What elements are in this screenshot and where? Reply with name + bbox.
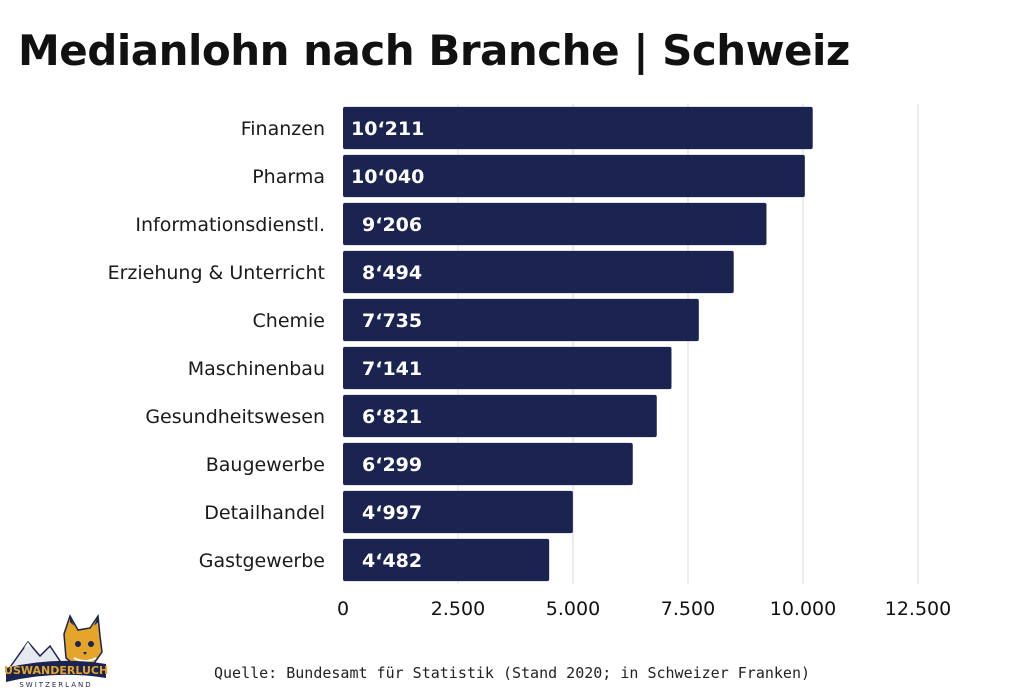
source-note: Quelle: Bundesamt für Statistik (Stand 2… xyxy=(213,664,811,682)
bar xyxy=(343,346,672,390)
data-label: 8‘494 xyxy=(362,262,422,284)
bar xyxy=(343,490,573,534)
category-label: Informationsdienstl. xyxy=(135,214,325,236)
data-label: 9‘206 xyxy=(362,214,422,236)
bar xyxy=(343,106,813,150)
bar xyxy=(343,298,699,342)
x-tick-label: 10.000 xyxy=(770,598,836,620)
bar xyxy=(343,202,767,246)
data-label: 10‘040 xyxy=(351,166,424,188)
category-label: Pharma xyxy=(252,166,325,188)
x-axis-ticks: 0 2.500 5.000 7.500 10.000 12.500 xyxy=(337,598,951,620)
data-label: 6‘299 xyxy=(362,454,422,476)
bar xyxy=(343,154,805,198)
category-labels: Finanzen Pharma Informationsdienstl. Erzieh… xyxy=(108,118,325,572)
category-label: Detailhandel xyxy=(204,502,325,524)
bars xyxy=(343,106,813,582)
logo-subtext: SWITZERLAND xyxy=(19,681,92,689)
data-label: 10‘211 xyxy=(351,118,424,140)
value-labels: 10‘211 10‘040 9‘206 8‘494 7‘735 7‘141 6‘821 6‘2… xyxy=(351,118,424,572)
x-tick-label: 0 xyxy=(337,598,349,620)
x-tick-label: 2.500 xyxy=(431,598,485,620)
data-label: 7‘735 xyxy=(362,310,422,332)
category-label: Chemie xyxy=(253,310,325,332)
bar xyxy=(343,394,657,438)
category-label: Maschinenbau xyxy=(188,358,325,380)
chart-title: Medianlohn nach Branche | Schweiz xyxy=(18,26,850,75)
bar xyxy=(343,442,633,486)
x-tick-label: 7.500 xyxy=(661,598,715,620)
x-tick-label: 5.000 xyxy=(546,598,600,620)
category-label: Gastgewerbe xyxy=(199,550,325,572)
logo-text: AUSWANDERLUCHS xyxy=(4,664,108,677)
data-label: 4‘482 xyxy=(362,550,422,572)
category-label: Gesundheitswesen xyxy=(145,406,325,428)
category-label: Erziehung & Unterricht xyxy=(108,262,325,284)
bar xyxy=(343,250,734,294)
x-tick-label: 12.500 xyxy=(885,598,951,620)
data-label: 4‘997 xyxy=(362,502,422,524)
bar xyxy=(343,538,550,582)
data-label: 7‘141 xyxy=(362,358,422,380)
category-label: Finanzen xyxy=(241,118,325,140)
data-label: 6‘821 xyxy=(362,406,422,428)
category-label: Baugewerbe xyxy=(206,454,325,476)
auswanderluchs-logo: AUSWANDERLUCHS SWITZERLAND xyxy=(0,612,116,691)
